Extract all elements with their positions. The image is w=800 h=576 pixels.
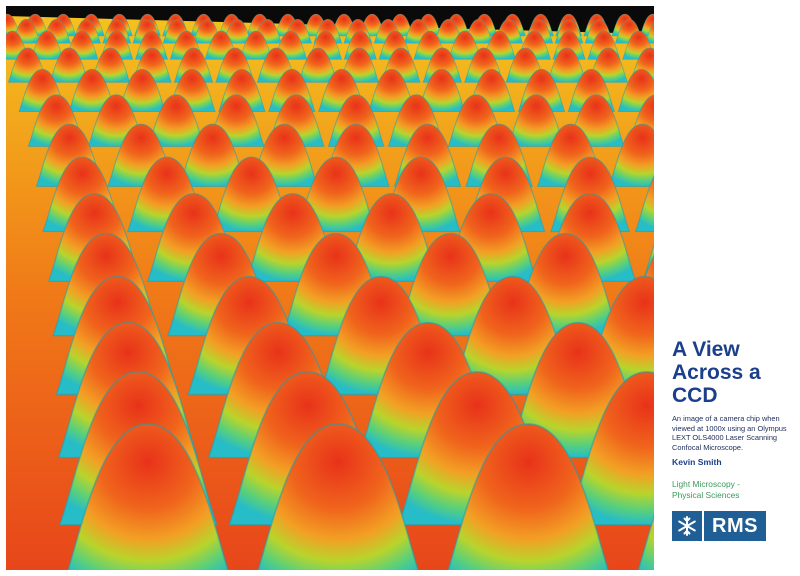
pixel-dome	[447, 423, 609, 570]
pixel-dome	[637, 513, 654, 570]
pixel-dome	[634, 174, 654, 233]
pixel-dome	[67, 423, 229, 570]
pixel-dome	[422, 47, 463, 83]
category-line: Physical Sciences	[672, 490, 740, 501]
logo-wordmark: RMS	[702, 511, 766, 542]
snowflake-icon	[672, 511, 702, 542]
pixel-dome	[90, 47, 131, 83]
category-line: Light Microscopy -	[672, 479, 740, 490]
title-line: A View	[672, 338, 740, 361]
pixel-dome	[644, 21, 654, 44]
author-name: Kevin Smith	[672, 457, 722, 468]
pixel-dome	[608, 123, 654, 187]
pixel-dome-grid	[6, 13, 654, 570]
pixel-dome	[417, 68, 466, 112]
pixel-dome	[257, 423, 419, 570]
title-line: Across a	[672, 361, 761, 384]
poster-title: A View Across a CCD	[672, 338, 788, 407]
rms-logo: RMS	[672, 511, 766, 542]
pixel-dome	[118, 68, 166, 112]
description-text: An image of a camera chip when viewed at…	[672, 414, 787, 452]
category-label: Light Microscopy - Physical Sciences	[672, 479, 788, 501]
pixel-dome	[567, 371, 654, 526]
ccd-micrograph-image	[6, 6, 654, 570]
caption-panel: A View Across a CCD An image of a camera…	[672, 338, 788, 542]
pixel-dome	[617, 68, 654, 112]
title-line: CCD	[672, 384, 718, 407]
